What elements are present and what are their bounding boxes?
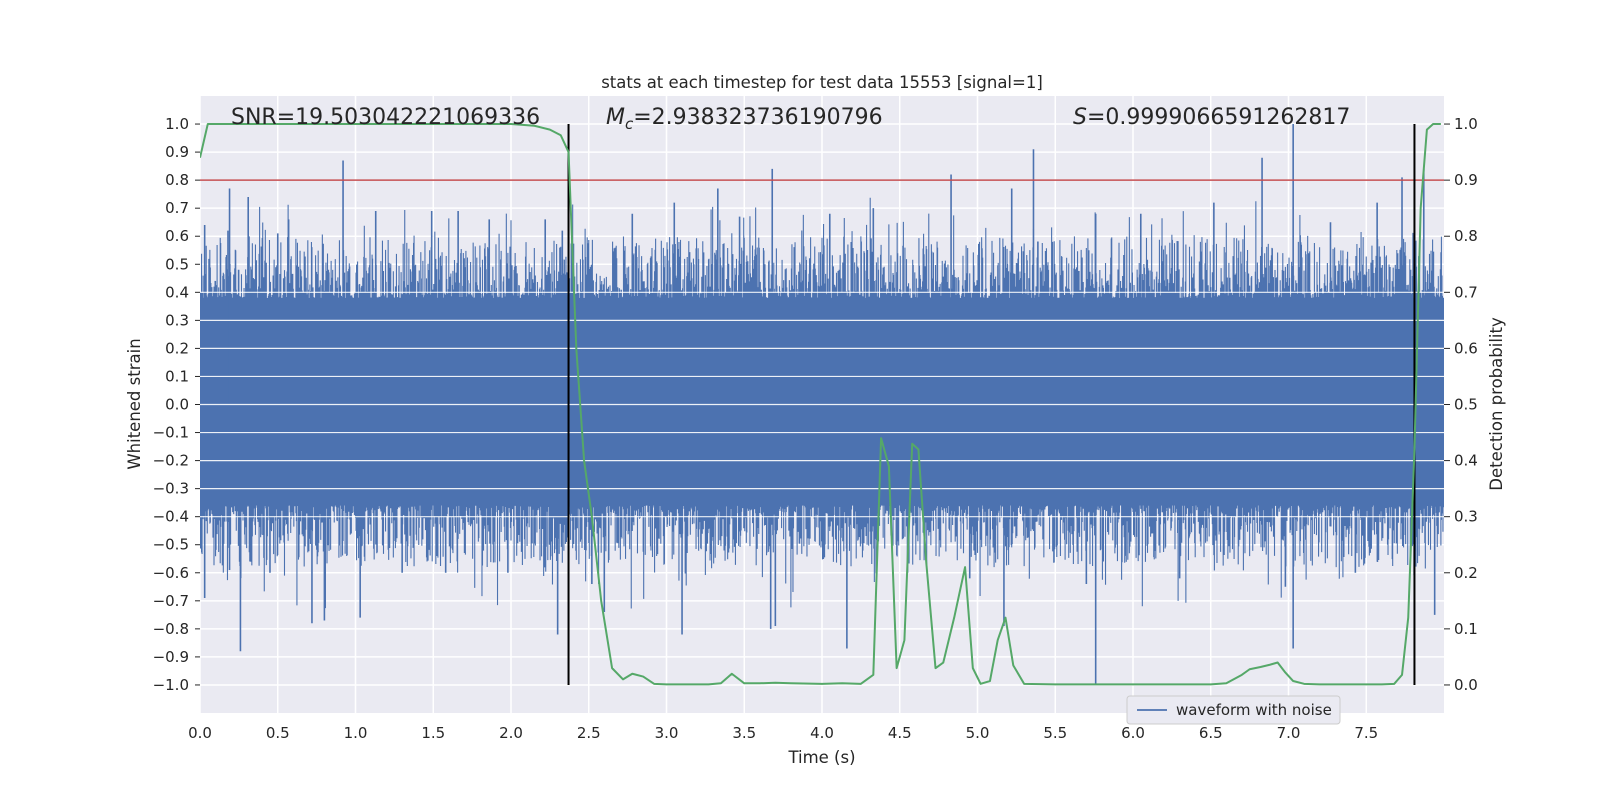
y2-tick-label: 1.0: [1454, 115, 1478, 133]
y-tick-label: 0.9: [165, 143, 189, 161]
s-annotation: S=0.9999066591262817: [1073, 105, 1350, 130]
mc-symbol: M: [606, 105, 625, 130]
s-symbol: S: [1073, 105, 1087, 130]
y-tick-label: 0.2: [165, 339, 189, 357]
y-tick-label: −1.0: [153, 676, 189, 694]
y-tick-label: −0.4: [153, 508, 189, 526]
legend-label: waveform with noise: [1176, 701, 1332, 719]
vertical-lines: [567, 124, 1416, 685]
x-tick-label: 7.5: [1354, 724, 1378, 742]
y-axis-label: Whitened strain: [125, 338, 144, 469]
legend-box: [1126, 695, 1341, 725]
x-tick-label: 2.0: [499, 724, 523, 742]
y-tick-label: −0.1: [153, 424, 189, 442]
mc-annotation: Mc=2.938323736190796: [606, 105, 883, 133]
y-tick-label: 0.6: [165, 227, 189, 245]
y2-tick-label: 0.0: [1454, 676, 1478, 694]
y-tick-label: −0.2: [153, 452, 189, 470]
snr-annotation: SNR=19.503042221069336: [231, 105, 540, 130]
y2-tick-label: 0.4: [1454, 452, 1478, 470]
y-tick-label: 0.1: [165, 367, 189, 385]
y-tick-label: 0.4: [165, 283, 189, 301]
y2-tick-label: 0.5: [1454, 396, 1478, 414]
s-value: =0.9999066591262817: [1087, 105, 1350, 130]
y2-tick-label: 0.2: [1454, 564, 1478, 582]
x-tick-label: 5.0: [966, 724, 990, 742]
x-axis-ticks: 0.0 0.5 1.0 1.5 2.0 2.5 3.0 3.5 4.0 4.5 5.0 5.5 6.0 6…: [188, 724, 1378, 742]
x-tick-label: 2.5: [577, 724, 601, 742]
x-tick-label: 6.0: [1121, 724, 1145, 742]
x-tick-label: 0.5: [266, 724, 290, 742]
x-tick-label: 3.0: [655, 724, 679, 742]
y2-tick-label: 0.3: [1454, 508, 1478, 526]
y2-tick-label: 0.9: [1454, 171, 1478, 189]
y2-tick-label: 0.1: [1454, 620, 1478, 638]
x-tick-label: 4.0: [810, 724, 834, 742]
y-tick-label: 0.0: [165, 396, 189, 414]
y-tick-label: 0.7: [165, 199, 189, 217]
legend: waveform with noise: [1126, 695, 1341, 725]
waveform-series: [200, 124, 1444, 685]
probability-line: [200, 123, 1441, 686]
x-tick-label: 1.0: [344, 724, 368, 742]
chart-title: stats at each timestep for test data 155…: [601, 73, 1043, 92]
y-tick-label: −0.8: [153, 620, 189, 638]
y-tick-label: 1.0: [165, 115, 189, 133]
x-tick-label: 3.5: [732, 724, 756, 742]
y-tick-label: 0.3: [165, 311, 189, 329]
y-tick-label: −0.3: [153, 480, 189, 498]
mc-subscript: c: [625, 115, 634, 133]
y-tick-label: 0.5: [165, 255, 189, 273]
mc-value: =2.938323736190796: [633, 105, 882, 130]
x-tick-label: 1.5: [421, 724, 445, 742]
x-tick-label: 7.0: [1277, 724, 1301, 742]
y2-tick-label: 0.8: [1454, 227, 1478, 245]
x-tick-label: 5.5: [1043, 724, 1067, 742]
x-tick-label: 6.5: [1199, 724, 1223, 742]
y2-axis-label: Detection probability: [1487, 317, 1506, 491]
y-tick-label: −0.6: [153, 564, 189, 582]
y-tick-label: −0.9: [153, 648, 189, 666]
x-tick-label: 4.5: [888, 724, 912, 742]
x-axis-label: Time (s): [787, 748, 855, 767]
y-axis-ticks: −1.0 −0.9 −0.8 −0.7 −0.6 −0.5 −0.4 −0.3 −0.2 −0.1…: [153, 115, 200, 694]
y-tick-label: −0.7: [153, 592, 189, 610]
x-tick-label: 0.0: [188, 724, 212, 742]
y-tick-label: 0.8: [165, 171, 189, 189]
y-tick-label: −0.5: [153, 536, 189, 554]
y2-axis-ticks: 0.0 0.1 0.2 0.3 0.4 0.5 0.6 0.7 0.8 0.9 1.0: [1444, 115, 1478, 694]
probability-series: [200, 123, 1441, 686]
y2-tick-label: 0.7: [1454, 283, 1478, 301]
y2-tick-label: 0.6: [1454, 339, 1478, 357]
